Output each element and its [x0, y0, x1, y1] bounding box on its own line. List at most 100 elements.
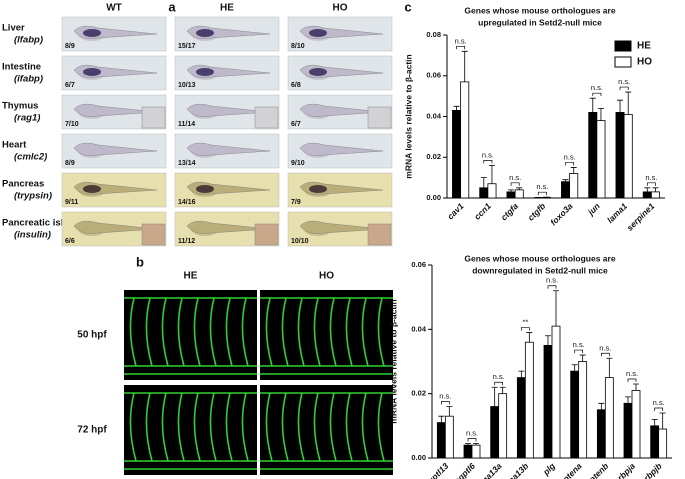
bar — [588, 112, 598, 199]
bar — [570, 370, 580, 459]
row-gene: (cmlc2) — [14, 152, 47, 163]
bracket — [600, 352, 610, 357]
significance: n.s. — [509, 173, 521, 182]
bar — [444, 415, 454, 459]
count-label: 8/9 — [65, 43, 75, 50]
significance: n.s. — [546, 276, 558, 285]
error-bar — [579, 354, 586, 362]
x-tick-label: angptl6 — [449, 461, 478, 479]
count-label: 8/10 — [291, 43, 305, 50]
x-tick-label: ccn1 — [472, 201, 493, 222]
stain — [83, 29, 101, 37]
y-tick-label: 0.00 — [411, 453, 426, 462]
bar — [623, 402, 633, 459]
inset — [367, 223, 392, 246]
chart-title: downregulated in Setd2-null mice — [472, 265, 608, 275]
significance: n.s. — [573, 340, 585, 349]
x-tick-label: gna13a — [475, 461, 504, 479]
error-bar — [518, 370, 525, 378]
bar — [514, 189, 524, 199]
bar — [623, 114, 633, 199]
count-label: 7/9 — [291, 199, 301, 206]
bar — [551, 325, 561, 459]
stain — [196, 68, 214, 76]
y-tick-label: 0.06 — [426, 71, 441, 80]
bracket — [654, 407, 664, 411]
error-bar — [526, 332, 533, 343]
error-bar — [480, 177, 487, 188]
count-label: 8/9 — [65, 160, 75, 167]
error-bar — [659, 412, 666, 430]
error-bar — [446, 406, 453, 417]
count-label: 11/12 — [178, 238, 195, 245]
x-tick-label: ctgfb — [526, 201, 548, 223]
x-tick-label: cav1 — [445, 201, 466, 222]
bar — [658, 428, 668, 459]
x-tick-label: gna13b — [502, 461, 531, 479]
panel-letter: a — [168, 0, 176, 14]
significance: n.s. — [536, 182, 548, 191]
error-bar — [438, 415, 445, 423]
count-label: 11/14 — [178, 121, 195, 128]
significance: n.s. — [618, 77, 630, 86]
row-gene: (ifabp) — [14, 74, 43, 85]
legend-swatch — [614, 40, 632, 52]
y-tick-label: 0.04 — [411, 324, 426, 333]
bracket — [510, 182, 520, 186]
x-tick-label: lama1 — [605, 201, 629, 225]
count-label: 6/8 — [291, 82, 301, 89]
bar — [463, 444, 473, 459]
bar — [479, 187, 489, 199]
stain — [83, 68, 101, 76]
bar — [506, 191, 516, 199]
stain — [309, 29, 327, 37]
bar — [650, 191, 660, 199]
error-bar — [597, 107, 604, 121]
column-header: HO — [333, 3, 348, 14]
bar — [490, 406, 500, 459]
bar — [650, 425, 660, 459]
count-label: 6/7 — [65, 82, 75, 89]
count-label: 6/7 — [291, 121, 301, 128]
bar — [596, 409, 606, 459]
bar — [642, 191, 652, 199]
column-header: WT — [106, 3, 122, 14]
count-label: 7/10 — [65, 121, 79, 128]
y-tick-label: 0.00 — [426, 193, 441, 202]
error-bar — [465, 443, 471, 446]
error-bar — [651, 419, 658, 426]
bar — [487, 183, 497, 199]
significance: ** — [522, 318, 528, 327]
bar — [615, 112, 625, 199]
error-bar — [488, 165, 495, 184]
stain — [309, 68, 327, 76]
significance: n.s. — [564, 152, 576, 161]
bar — [604, 377, 614, 459]
count-label: 6/6 — [65, 238, 75, 245]
significance: n.s. — [439, 392, 451, 401]
bracket — [467, 438, 477, 442]
count-label: 15/17 — [178, 43, 196, 50]
vessels — [260, 392, 393, 470]
bracket — [646, 182, 656, 186]
count-label: 9/11 — [65, 199, 78, 206]
row-label: Liver — [2, 23, 25, 34]
error-bar — [516, 187, 523, 190]
error-bar — [589, 97, 596, 113]
bracket — [456, 45, 466, 50]
embryo-body — [73, 142, 158, 156]
significance: n.s. — [493, 372, 505, 381]
column-header: HE — [184, 271, 198, 282]
chart-title: upregulated in Setd2-null mice — [478, 17, 602, 27]
row-label: 72 hpf — [77, 425, 107, 436]
error-bar — [473, 443, 479, 446]
row-gene: (trypsin) — [14, 191, 52, 202]
error-bar — [499, 386, 506, 394]
significance: n.s. — [653, 398, 665, 407]
inset — [254, 223, 279, 246]
bar — [578, 361, 588, 459]
count-label: 9/10 — [291, 160, 305, 167]
count-label: 13/14 — [178, 160, 196, 167]
row-label: Pancreas — [2, 179, 44, 190]
